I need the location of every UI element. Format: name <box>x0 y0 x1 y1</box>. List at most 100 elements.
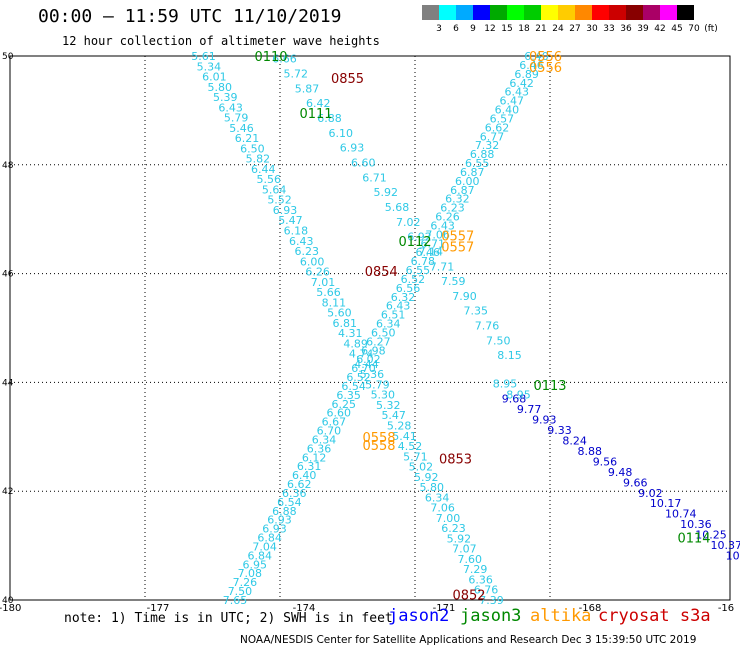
wave-height-value: 5.64 <box>262 183 287 196</box>
scale-label: 15 <box>501 24 513 34</box>
wave-height-value: 6.36 <box>307 442 332 455</box>
y-tick-label: 44 <box>2 378 14 388</box>
wave-height-value: 6.77 <box>480 130 505 143</box>
wave-height-value: 6.67 <box>322 416 347 429</box>
wave-height-value: 8.11 <box>322 296 347 309</box>
scale-label: 33 <box>603 24 615 34</box>
wave-height-value: 7.06 <box>425 228 450 241</box>
scale-swatch <box>541 5 558 20</box>
wave-height-value: 6.36 <box>468 573 493 586</box>
time-label: 0852 <box>452 589 485 604</box>
wave-height-value: 7.59 <box>441 275 466 288</box>
time-label: 0111 <box>299 107 332 122</box>
scale-label: 39 <box>637 24 649 34</box>
scale-label: 3 <box>436 24 442 34</box>
wave-height-value: 6.36 <box>282 487 307 500</box>
wave-height-value: 5.92 <box>447 532 472 545</box>
wave-height-value: 7.00 <box>436 512 461 525</box>
wave-height-value: 5.41 <box>392 430 417 443</box>
wave-height-value: 6.42 <box>509 77 534 90</box>
wave-height-value: 6.46 <box>416 246 441 259</box>
y-tick-label: 48 <box>2 161 14 171</box>
wave-height-value: 7.90 <box>452 290 477 303</box>
scale-swatch <box>456 5 473 20</box>
wave-height-value: 5.68 <box>385 201 410 214</box>
wave-height-value: 9.68 <box>502 393 527 406</box>
wave-height-value: 6.25 <box>331 398 356 411</box>
wave-height-value: 5.92 <box>414 471 439 484</box>
time-label: 0557 <box>441 230 474 245</box>
wave-height-value: 6.54 <box>277 496 302 509</box>
wave-height-value: 6.43 <box>504 86 529 99</box>
wave-height-value: 6.89 <box>514 68 539 81</box>
wave-height-value: 6.93 <box>340 142 365 155</box>
wave-height-value: 9.02 <box>638 487 663 500</box>
satellite-jason3: jason3 <box>460 606 522 626</box>
wave-height-value: 7.08 <box>238 567 263 580</box>
wave-height-value: 6.34 <box>312 433 337 446</box>
wave-height-value: 6.60 <box>351 156 376 169</box>
wave-height-value: 6.93 <box>262 523 287 536</box>
x-tick-label: -177 <box>147 603 170 614</box>
wave-height-value: 4.74 <box>349 348 374 361</box>
satellite-jason2: jason2 <box>388 606 450 626</box>
wave-height-value: 5.52 <box>267 194 292 207</box>
map-frame <box>9 55 731 601</box>
wave-height-value: 6.52 <box>401 273 426 286</box>
x-tick-label: -180 <box>0 603 21 614</box>
scale-swatch <box>575 5 592 20</box>
wave-height-value: 7.07 <box>452 543 477 556</box>
wave-height-value: 6.46 <box>519 59 544 72</box>
wave-height-value: 5.39 <box>213 91 238 104</box>
wave-height-value: 6.60 <box>327 407 352 420</box>
wave-height-value: 6.40 <box>495 104 520 117</box>
wave-height-value: 5.87 <box>295 82 320 95</box>
scale-label: 9 <box>470 24 476 34</box>
x-tick-label: -171 <box>433 603 456 614</box>
scale-swatch <box>677 5 694 20</box>
wave-height-value: 6.32 <box>445 193 470 206</box>
wave-height-value: 5.32 <box>376 399 401 412</box>
wave-height-value: 6.71 <box>362 171 387 184</box>
wave-height-value: 6.93 <box>267 514 292 527</box>
time-label: 0556 <box>529 50 562 65</box>
wave-height-value: 6.55 <box>465 157 490 170</box>
wave-height-value: 8.24 <box>562 435 587 448</box>
wave-height-value: 7.29 <box>463 563 488 576</box>
wave-height-value: 6.52 <box>346 371 371 384</box>
scale-label: 70 <box>688 24 700 34</box>
wave-height-value: 6.62 <box>485 121 510 134</box>
wave-height-value: 6.32 <box>391 291 416 304</box>
wave-height-value: 10.23 <box>726 549 740 562</box>
scale-label: 6 <box>453 24 459 34</box>
scale-swatch <box>660 5 677 20</box>
wave-height-value: 10.17 <box>650 497 682 510</box>
wave-height-value: 7.02 <box>396 216 421 229</box>
wave-height-value: 6.93 <box>273 204 298 217</box>
wave-height-value: 5.79 <box>365 378 390 391</box>
scale-swatch <box>626 5 643 20</box>
units-note: note: 1) Time is in UTC; 2) SWH is in fe… <box>64 611 393 626</box>
wave-height-value: 7.50 <box>486 334 511 347</box>
wave-height-value: 6.35 <box>336 389 361 402</box>
wave-height-value: 6.54 <box>341 380 366 393</box>
time-label: 0556 <box>529 61 562 76</box>
wave-height-value: 6.50 <box>371 326 396 339</box>
x-tick-label: -168 <box>579 603 602 614</box>
wave-height-value: 6.02 <box>356 353 381 366</box>
wave-height-value: 6.71 <box>420 237 445 250</box>
wave-height-value: 6.43 <box>289 235 314 248</box>
time-label: 0110 <box>254 50 287 65</box>
time-label: 0558 <box>362 439 395 454</box>
wave-height-value: 6.21 <box>235 132 260 145</box>
scale-swatch <box>643 5 660 20</box>
wave-height-value: 6.87 <box>460 166 485 179</box>
wave-height-value: 5.80 <box>419 481 444 494</box>
wave-height-value: 6.23 <box>294 245 319 258</box>
scale-swatch <box>439 5 456 20</box>
wave-height-value: 7.60 <box>458 553 483 566</box>
scale-swatch <box>490 5 507 20</box>
wave-height-value: 6.88 <box>317 112 342 125</box>
wave-height-value: 7.26 <box>233 576 258 589</box>
